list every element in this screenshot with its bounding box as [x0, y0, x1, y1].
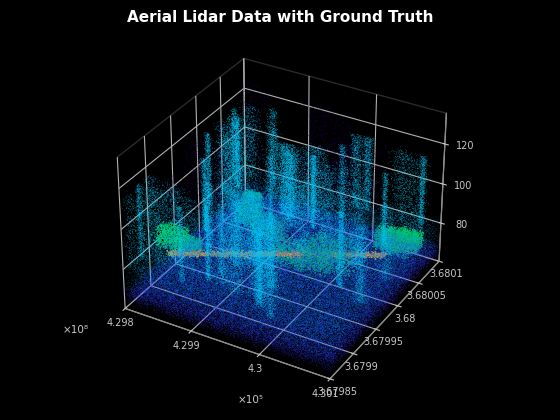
Text: ×10⁵: ×10⁵ — [238, 395, 264, 404]
Text: ×10⁸: ×10⁸ — [62, 325, 88, 335]
Title: Aerial Lidar Data with Ground Truth: Aerial Lidar Data with Ground Truth — [127, 10, 433, 26]
